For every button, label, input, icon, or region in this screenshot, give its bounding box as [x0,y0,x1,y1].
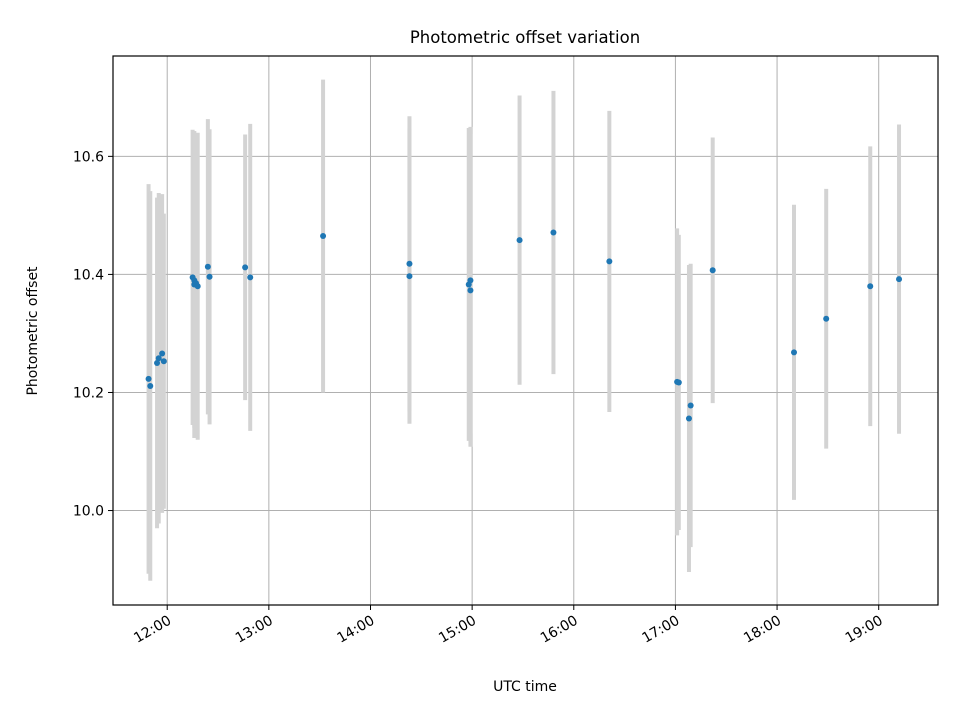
y-tick-label: 10.6 [73,149,104,165]
data-point [160,358,167,365]
data-point [406,260,413,267]
x-axis-label: UTC time [493,679,557,695]
data-point [606,258,613,265]
y-axis-ticks: 10.0 10.2 10.4 10.6 [73,149,113,520]
data-points [145,229,903,422]
data-point [791,349,798,356]
y-axis-label: Photometric offset [25,266,41,396]
data-point [159,350,166,357]
data-point [550,229,557,236]
data-point [204,263,211,270]
data-point [320,233,327,240]
data-point [896,276,903,283]
data-point [247,274,254,281]
data-point [406,273,413,280]
plot-area-frame [112,55,939,606]
y-tick-label: 10.0 [73,504,104,520]
data-point [687,402,694,409]
data-point [206,273,213,280]
data-point [516,237,523,244]
data-point [155,355,162,362]
data-point [685,415,692,422]
data-point [467,277,474,284]
data-point [675,379,682,386]
data-point [467,287,474,294]
data-point [709,267,716,274]
data-point [147,382,154,389]
chart-title: Photometric offset variation [410,28,640,47]
data-point [867,283,874,290]
y-tick-label: 10.2 [73,385,104,401]
data-point [154,359,161,366]
data-point [242,264,249,271]
y-tick-label: 10.4 [73,267,104,283]
data-point [823,315,830,322]
data-point [194,283,201,290]
data-point [145,375,152,382]
